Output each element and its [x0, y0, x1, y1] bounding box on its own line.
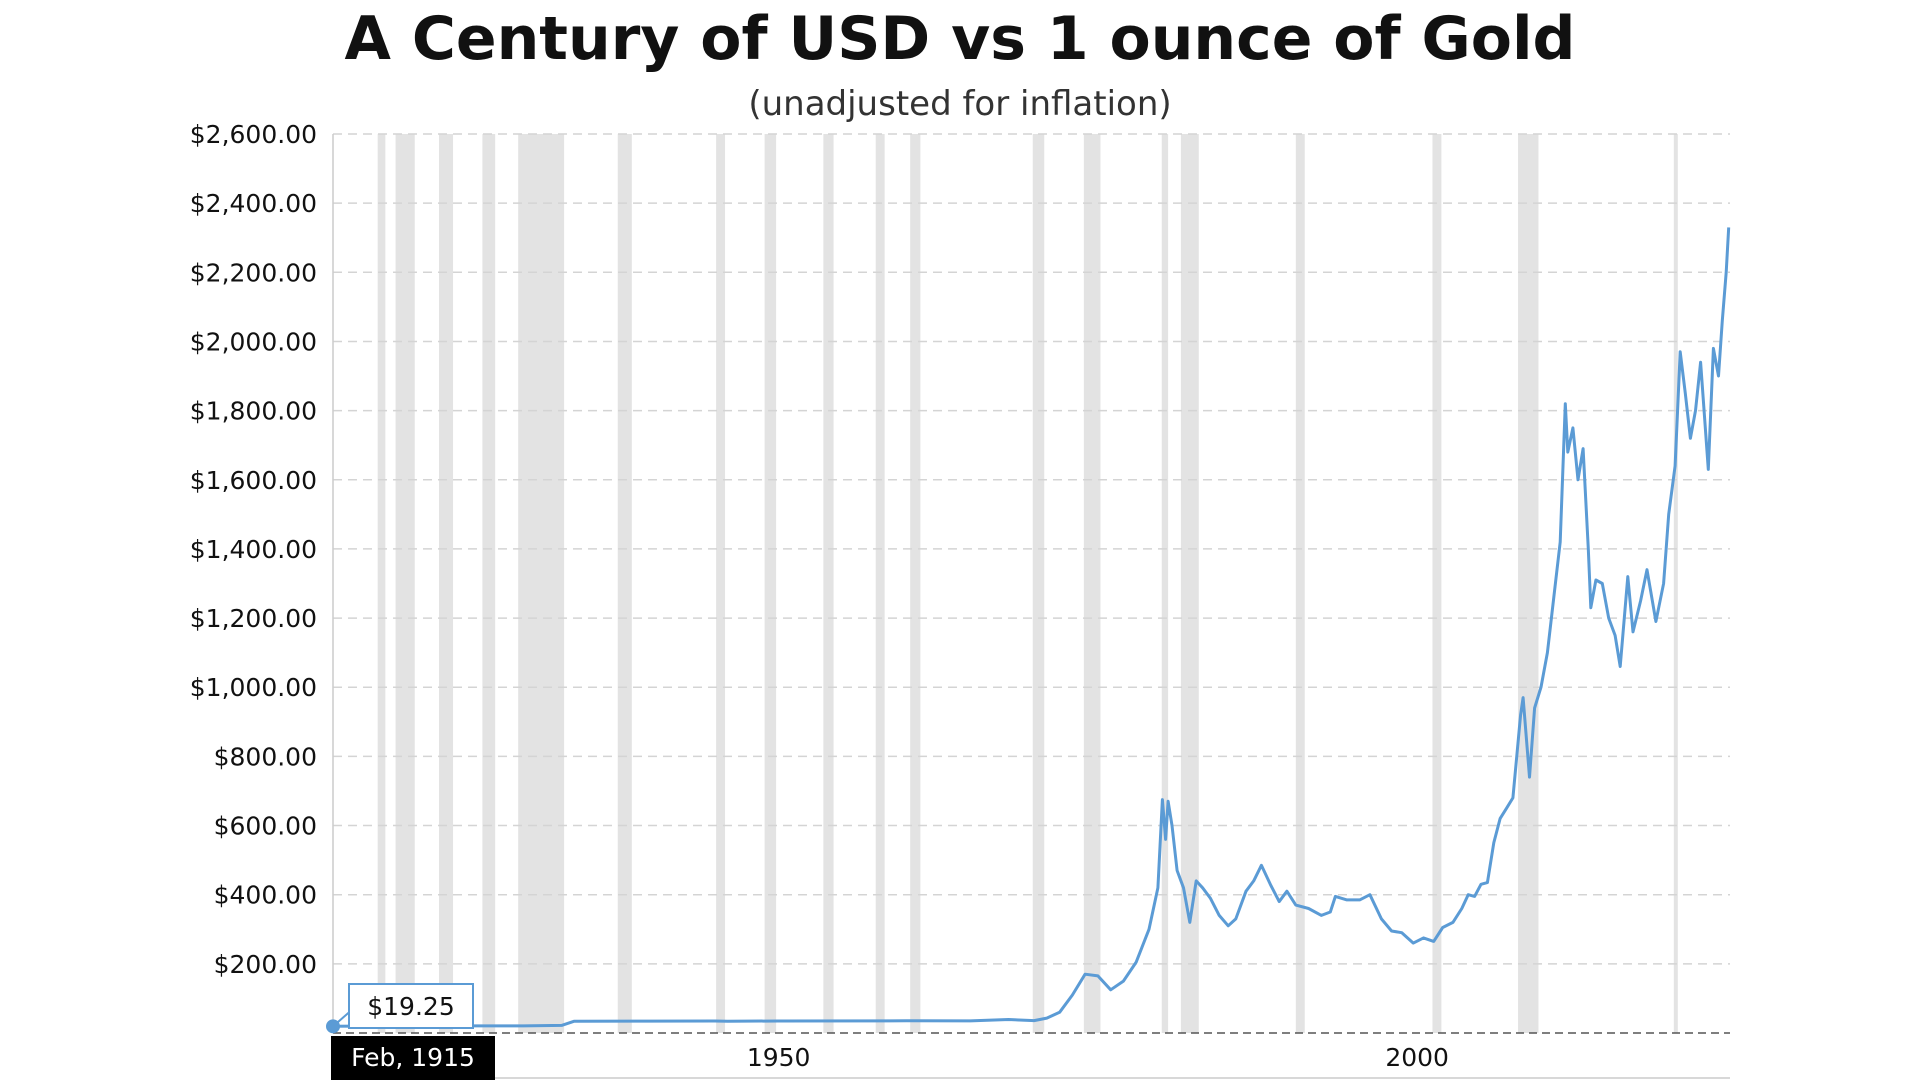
y-tick-labels: $200.00 $400.00 $600.00 $800.00 $1,000.00 $1,…	[190, 120, 317, 979]
x-tick-labels: 1950 2000	[747, 1043, 1449, 1072]
recession-band-5	[617, 134, 632, 1033]
recession-bands	[377, 134, 1678, 1033]
recession-band-18	[1673, 134, 1678, 1033]
y-tick-label: $1,800.00	[190, 397, 317, 426]
recession-band-13	[1161, 134, 1169, 1033]
recession-band-15	[1295, 134, 1305, 1033]
recession-band-10	[910, 134, 921, 1033]
tooltip: $19.25 Feb, 1915	[326, 983, 495, 1080]
recession-band-6	[716, 134, 726, 1033]
y-tick-label: $800.00	[214, 742, 317, 771]
recession-band-3	[482, 134, 496, 1033]
recession-band-8	[823, 134, 834, 1033]
y-tick-label: $200.00	[214, 950, 317, 979]
x-tick-label: 1950	[747, 1043, 811, 1072]
y-tick-label: $2,000.00	[190, 327, 317, 356]
recession-band-4	[518, 134, 565, 1033]
tooltip-date: Feb, 1915	[351, 1043, 475, 1072]
x-tick-label: 2000	[1385, 1043, 1449, 1072]
recession-band-9	[875, 134, 885, 1033]
recession-band-0	[377, 134, 386, 1033]
recession-band-2	[438, 134, 454, 1033]
y-tick-label: $2,600.00	[190, 120, 317, 149]
y-tick-label: $2,400.00	[190, 189, 317, 218]
recession-band-1	[395, 134, 415, 1033]
y-tick-label: $600.00	[214, 812, 317, 841]
recession-band-14	[1180, 134, 1199, 1033]
tooltip-date-box	[331, 1036, 495, 1080]
recession-band-7	[764, 134, 777, 1033]
chart-title: A Century of USD vs 1 ounce of Gold	[344, 4, 1576, 74]
y-tick-label: $1,400.00	[190, 535, 317, 564]
recession-band-11	[1032, 134, 1045, 1033]
y-tick-label: $1,200.00	[190, 604, 317, 633]
y-tick-label: $400.00	[214, 881, 317, 910]
tooltip-value-box	[348, 983, 474, 1029]
series-line-0	[332, 227, 1731, 1028]
tooltip-value: $19.25	[367, 992, 454, 1021]
series-layer	[332, 227, 1731, 1028]
tooltip-marker[interactable]	[326, 1019, 340, 1034]
y-tick-label: $2,200.00	[190, 258, 317, 287]
y-tick-label: $1,000.00	[190, 673, 317, 702]
recession-band-17	[1518, 134, 1539, 1033]
y-gridlines	[333, 133, 1730, 965]
axes	[332, 134, 1730, 1079]
recession-band-12	[1083, 134, 1101, 1033]
y-tick-label: $1,600.00	[190, 466, 317, 495]
recession-band-16	[1432, 134, 1442, 1033]
chart-subtitle: (unadjusted for inflation)	[748, 84, 1172, 124]
